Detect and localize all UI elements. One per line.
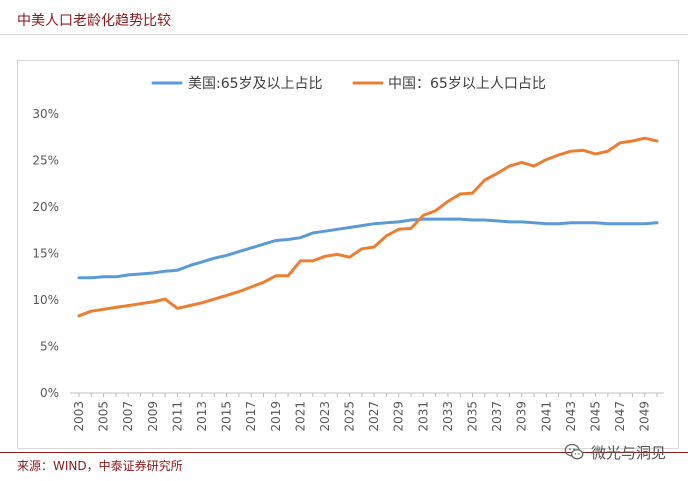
x-tick-label: 2039 xyxy=(515,401,529,432)
chart-frame: 美国:65岁及以上占比 中国：65岁以上人口占比 0% 5% 10% 15% 20% 25%… xyxy=(17,60,679,449)
x-tick-label: 2019 xyxy=(269,401,283,432)
legend: 美国:65岁及以上占比 中国：65岁以上人口占比 xyxy=(151,76,546,92)
x-tick-label: 2029 xyxy=(392,401,406,432)
bottom-divider xyxy=(0,452,688,453)
x-tick-label: 2021 xyxy=(293,401,307,432)
x-tick-label: 2025 xyxy=(343,401,357,432)
x-tick-label: 2041 xyxy=(539,401,553,432)
x-tick-label: 2047 xyxy=(613,401,627,432)
legend-label: 中国：65岁以上人口占比 xyxy=(388,76,546,92)
y-tick-label: 30% xyxy=(32,107,59,121)
x-tick-label: 2035 xyxy=(466,401,480,432)
x-tick-label: 2009 xyxy=(146,401,160,432)
x-tick-label: 2003 xyxy=(72,401,86,432)
x-tick-label: 2049 xyxy=(638,401,652,432)
x-tick-label: 2011 xyxy=(170,401,184,432)
y-axis: 0% 5% 10% 15% 20% 25% 30% xyxy=(32,107,59,400)
x-tick-label: 2007 xyxy=(121,401,135,432)
wechat-icon xyxy=(564,443,584,460)
x-tick-label: 2017 xyxy=(244,401,258,432)
y-tick-label: 5% xyxy=(40,340,59,354)
x-tick-label: 2045 xyxy=(589,401,603,432)
y-tick-label: 20% xyxy=(32,200,59,214)
x-tick-label: 2043 xyxy=(564,401,578,432)
x-tick-label: 2037 xyxy=(490,401,504,432)
china-series-line xyxy=(77,136,659,318)
x-tick-label: 2031 xyxy=(416,401,430,432)
series-lines xyxy=(77,136,659,318)
watermark-text: 微光与洞见 xyxy=(590,443,666,462)
chart-title: 中美人口老龄化趋势比较 xyxy=(17,13,171,29)
x-tick-label: 2033 xyxy=(441,401,455,432)
x-tick-label: 2013 xyxy=(195,401,209,432)
x-axis: 2003 2005 2007 2009 2011 2013 2015 2017 2019 2021… xyxy=(70,392,664,432)
y-tick-label: 15% xyxy=(32,247,59,261)
watermark: 微光与洞见 xyxy=(563,441,666,463)
y-tick-label: 10% xyxy=(32,293,59,307)
line-chart: 美国:65岁及以上占比 中国：65岁以上人口占比 0% 5% 10% 15% 20% 25%… xyxy=(32,76,664,432)
us-series-line xyxy=(77,217,659,280)
top-divider xyxy=(0,34,688,35)
x-tick-label: 2005 xyxy=(97,401,111,432)
x-tick-label: 2027 xyxy=(367,401,381,432)
y-tick-label: 25% xyxy=(32,154,59,168)
x-tick-label: 2015 xyxy=(220,401,234,432)
y-tick-label: 0% xyxy=(40,386,59,400)
legend-label: 美国:65岁及以上占比 xyxy=(188,76,323,92)
x-tick-label: 2023 xyxy=(318,401,332,432)
source-note: 来源：WIND，中泰证券研究所 xyxy=(17,459,183,473)
